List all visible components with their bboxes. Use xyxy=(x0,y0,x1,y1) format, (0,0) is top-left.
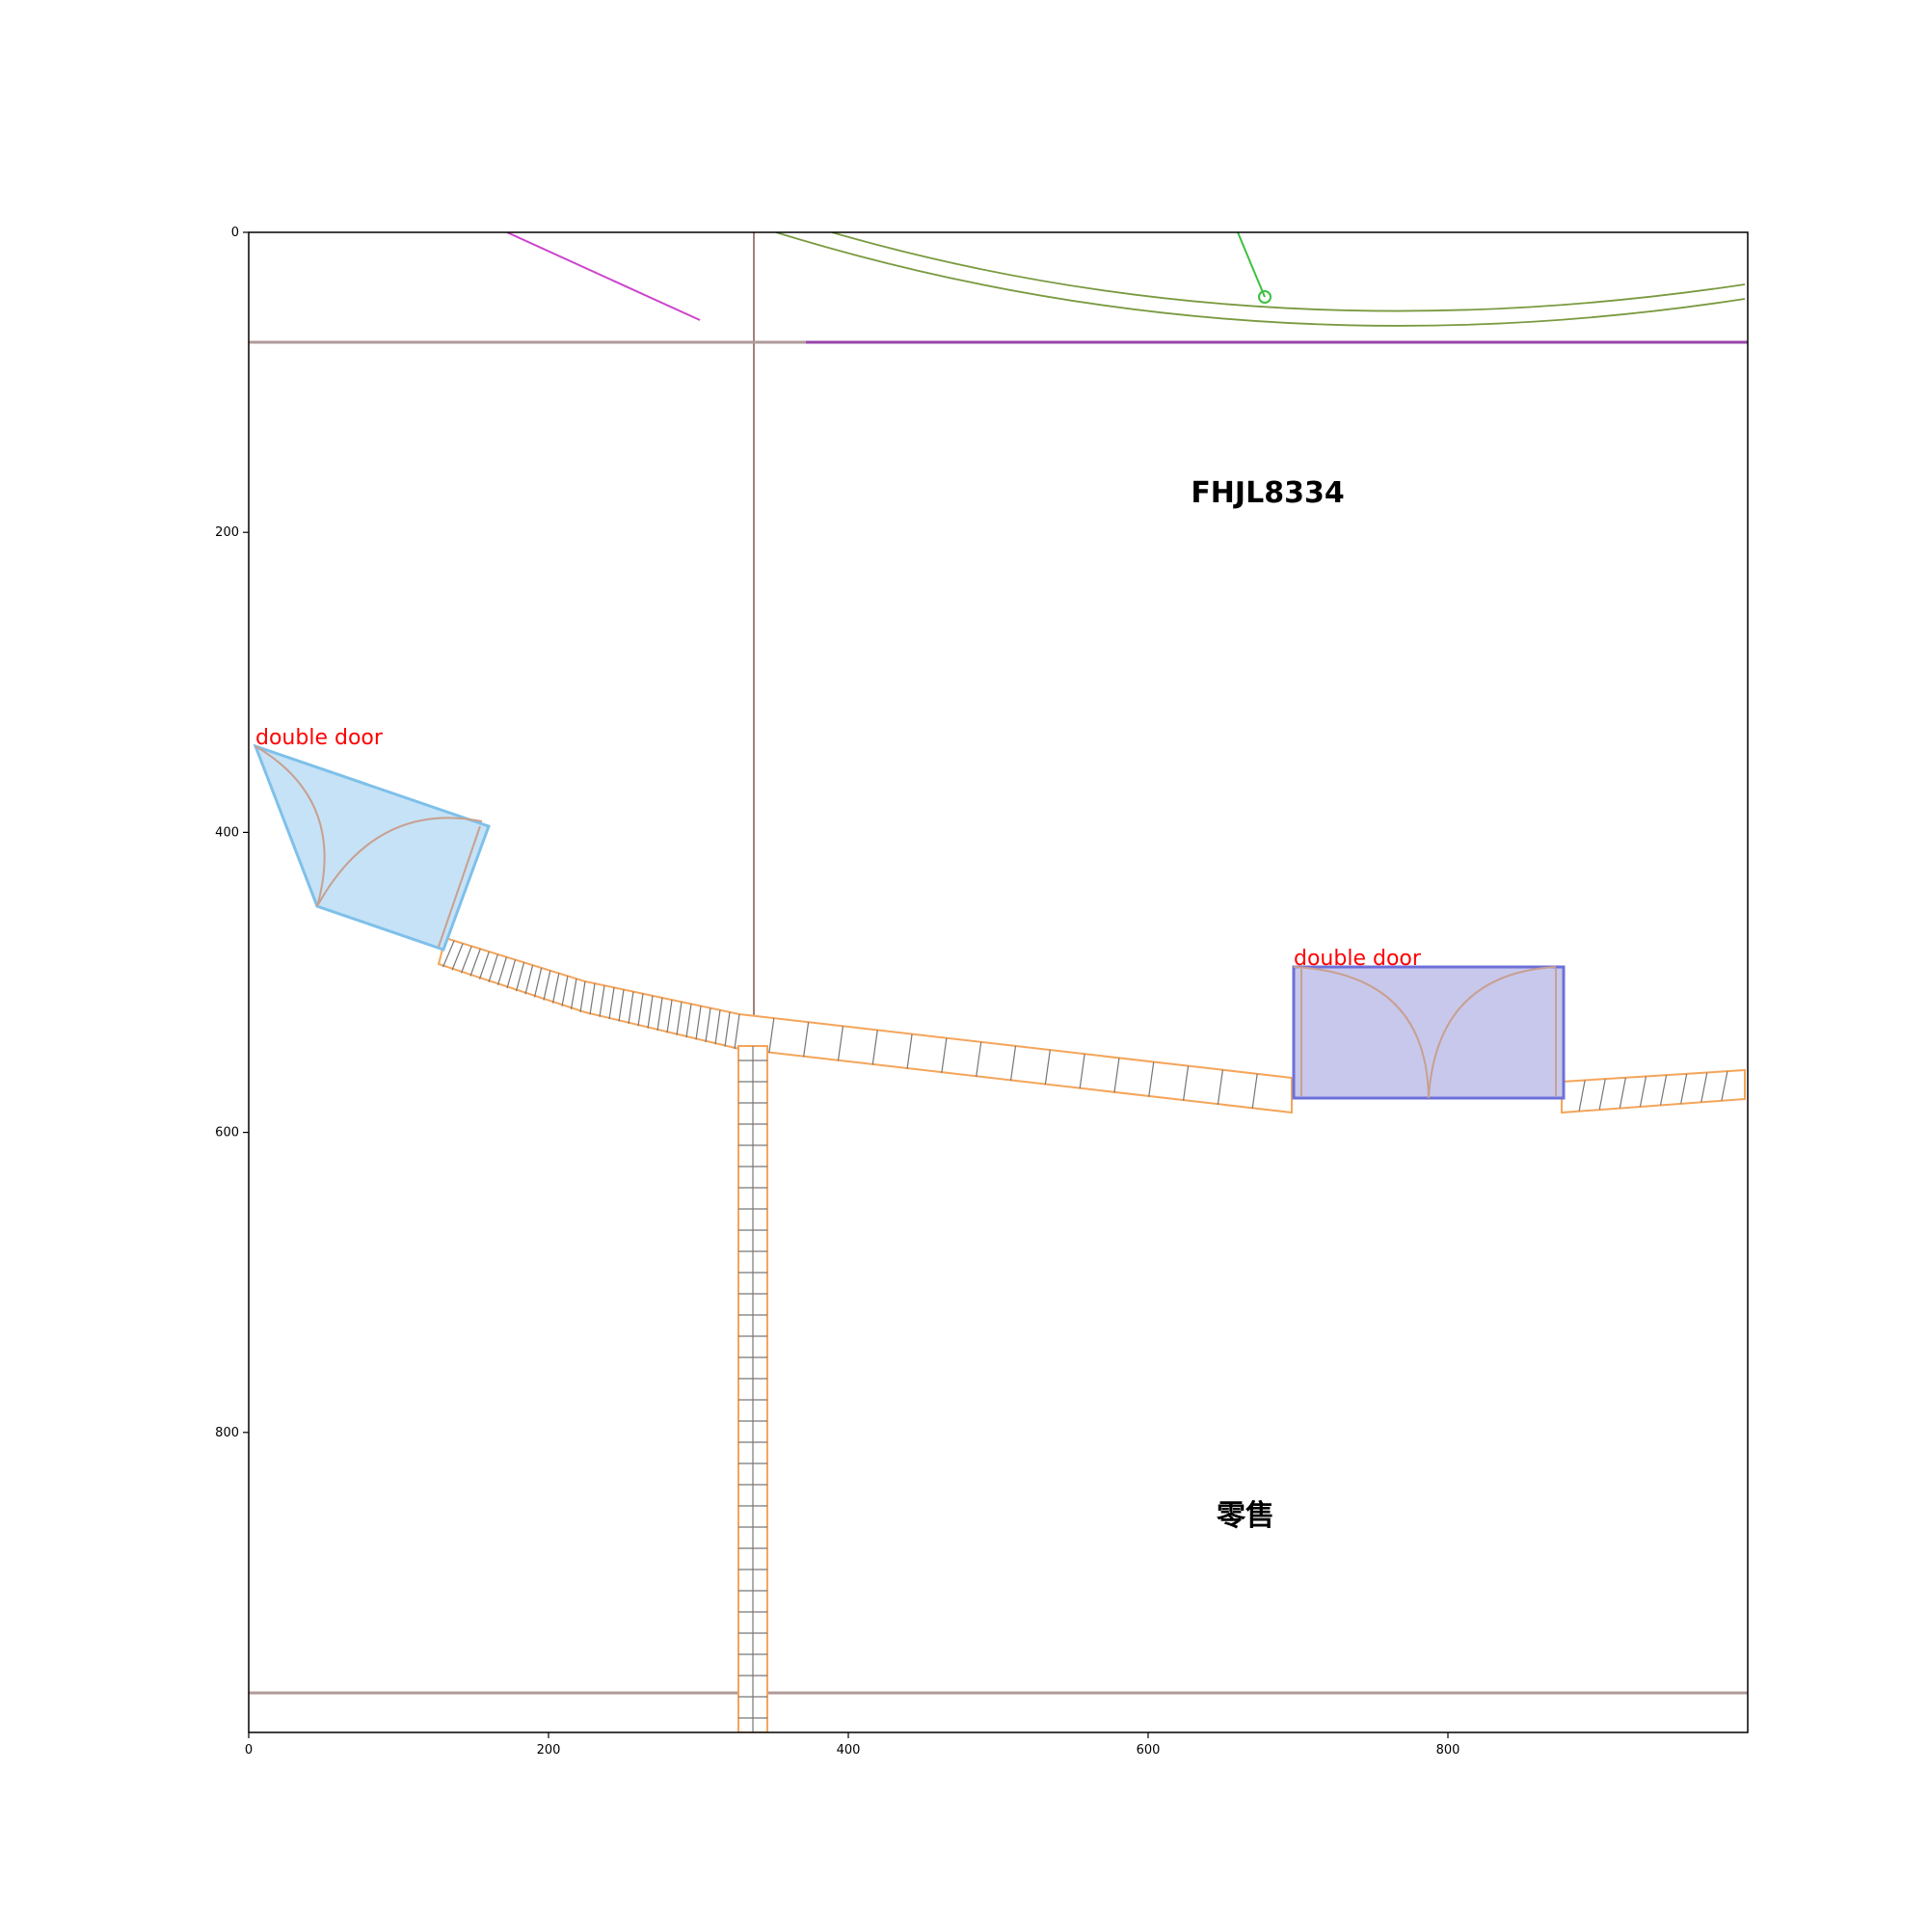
plot-area xyxy=(249,232,1748,1732)
y-axis-ticks: 0 200 400 600 800 xyxy=(215,226,249,1440)
y-tick-label: 0 xyxy=(231,226,239,240)
x-tick-label: 0 xyxy=(245,1743,253,1758)
door-label-right: double door xyxy=(1294,947,1422,971)
purple-diagonal-line xyxy=(507,232,700,320)
x-axis-ticks: 0 200 400 600 800 xyxy=(245,1732,1460,1758)
door-left-shape xyxy=(255,746,489,950)
x-tick-label: 800 xyxy=(1436,1743,1460,1758)
green-pointer-line xyxy=(1238,232,1265,297)
olive-curve-upper xyxy=(832,232,1745,311)
room-label-id: FHJL8334 xyxy=(1191,476,1344,510)
olive-curve-lower xyxy=(776,232,1745,326)
curved-wall-left xyxy=(439,938,1292,1113)
door-label-left: double door xyxy=(255,726,384,750)
x-tick-label: 600 xyxy=(1137,1743,1161,1758)
room-label-retail: 零售 xyxy=(1217,1499,1274,1533)
x-tick-label: 200 xyxy=(537,1743,561,1758)
door-right-shape xyxy=(1294,967,1564,1098)
y-tick-label: 400 xyxy=(215,825,239,840)
y-tick-label: 800 xyxy=(215,1426,239,1440)
x-tick-label: 400 xyxy=(837,1743,861,1758)
curved-wall-right xyxy=(1562,1070,1745,1113)
y-tick-label: 600 xyxy=(215,1126,239,1140)
y-tick-label: 200 xyxy=(215,525,239,540)
